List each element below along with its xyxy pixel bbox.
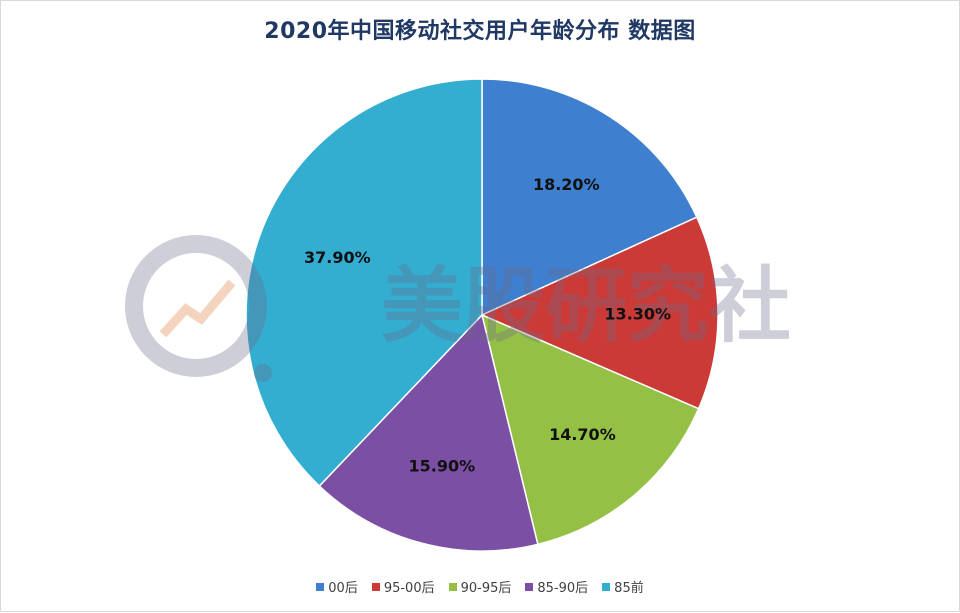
pie-data-labels: 18.20% 13.30% 14.70% 15.90% 37.90% — [304, 175, 671, 475]
chart-legend: 00后 95-00后 90-95后 85-90后 85前 — [1, 577, 959, 596]
pie-slice-1 — [481, 78, 698, 317]
legend-label: 85前 — [614, 581, 644, 596]
legend-swatch — [602, 582, 611, 591]
legend-label: 90-95后 — [460, 581, 512, 596]
legend-label: 85-90后 — [537, 581, 589, 596]
chart-title: 2020年中国移动社交用户年龄分布 数据图 — [264, 19, 696, 44]
legend-item-1: 00后 — [316, 577, 358, 596]
legend-item-4: 85-90后 — [525, 577, 588, 596]
data-label-3: 14.70% — [549, 425, 616, 444]
pie-slice-3 — [480, 313, 700, 546]
watermark-logo-arrow — [159, 279, 236, 338]
pie-slice-5 — [245, 78, 483, 488]
pie-slice-2 — [480, 216, 719, 410]
pie-slices — [245, 78, 719, 552]
legend-label: 95-00后 — [383, 581, 435, 596]
legend-item-3: 90-95后 — [448, 577, 512, 596]
watermark: 美股研究社 — [125, 235, 791, 382]
legend-label: 00后 — [328, 581, 358, 596]
legend-swatch — [448, 582, 457, 591]
legend-item-5: 85前 — [602, 577, 644, 596]
data-label-2: 13.30% — [604, 305, 671, 324]
watermark-logo-ring — [125, 235, 267, 377]
data-label-4: 15.90% — [409, 456, 476, 475]
data-label-1: 18.20% — [533, 175, 600, 194]
data-label-5: 37.90% — [304, 248, 371, 267]
legend-item-2: 95-00后 — [371, 577, 435, 596]
watermark-text: 美股研究社 — [381, 259, 791, 354]
watermark-logo-dot — [254, 364, 272, 382]
legend-swatch — [525, 582, 534, 591]
legend-swatch — [316, 582, 325, 591]
legend-swatch — [371, 582, 380, 591]
pie-slice-4 — [318, 313, 539, 552]
